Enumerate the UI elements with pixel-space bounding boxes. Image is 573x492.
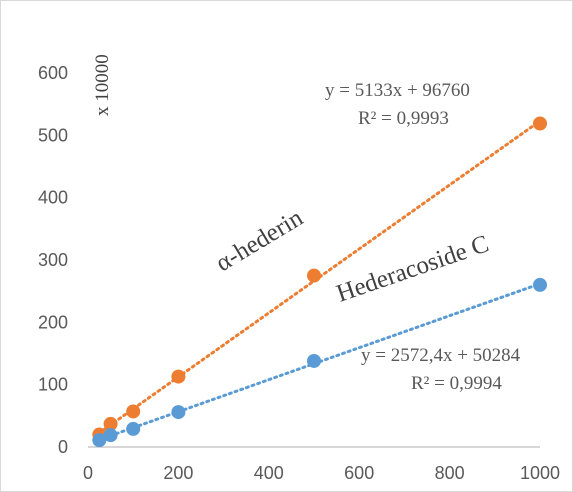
hederacoside-c-label: Hederacoside C	[333, 230, 492, 307]
x-tick-labels: 0 200 400 600 800 1000	[83, 463, 560, 483]
x-tick-label: 0	[83, 463, 93, 483]
data-point-series-1	[103, 428, 118, 443]
data-point-series-0	[171, 369, 186, 384]
x-tick-label: 600	[344, 463, 374, 483]
data-point-series-1	[533, 277, 547, 292]
x-tick-label: 400	[254, 463, 284, 483]
y-tick-labels: 0 100 200 300 400 500 600	[38, 63, 68, 457]
x-tick-label: 200	[163, 463, 193, 483]
y-tick-label: 0	[58, 437, 68, 457]
alpha-hederin-label: α-hederin	[211, 204, 308, 277]
hederacoside-c-r2: R² = 0,9994	[411, 373, 502, 394]
data-points	[92, 116, 547, 448]
alpha-hederin-r2: R² = 0,9993	[358, 108, 449, 129]
y-tick-label: 200	[38, 312, 68, 332]
data-point-series-1	[92, 433, 107, 448]
y-tick-label: 500	[38, 125, 68, 145]
data-point-series-0	[103, 416, 118, 431]
y-tick-label: 100	[38, 375, 68, 395]
y-tick-label: 300	[38, 250, 68, 270]
y-tick-label: 400	[38, 188, 68, 208]
data-point-series-1	[307, 353, 321, 368]
alpha-hederin-equation: y = 5133x + 96760	[325, 80, 470, 101]
data-point-series-0	[307, 268, 321, 283]
x-tick-label: 800	[435, 463, 465, 483]
data-point-series-0	[126, 404, 141, 419]
data-point-series-1	[171, 405, 186, 420]
y-tick-label: 600	[38, 63, 68, 83]
data-point-series-1	[126, 421, 141, 436]
data-point-series-0	[533, 116, 547, 131]
x-tick-label: 1000	[520, 463, 560, 483]
y-unit-label: x 10000	[92, 54, 113, 116]
hederacoside-c-equation: y = 2572,4x + 50284	[361, 345, 521, 366]
